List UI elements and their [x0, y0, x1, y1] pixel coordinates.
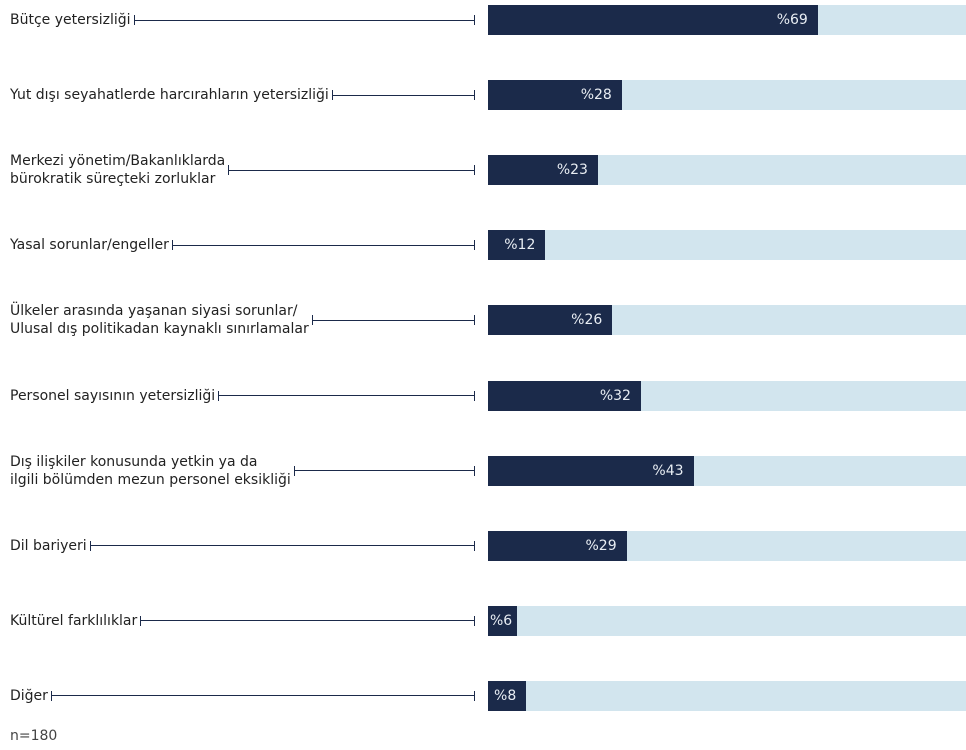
bar-track: %23	[488, 155, 966, 186]
value-label: %8	[494, 687, 517, 704]
connector	[331, 90, 475, 101]
value-label: %32	[599, 387, 631, 404]
bar-track: %26	[488, 305, 966, 336]
category-label: Merkezi yönetim/Bakanlıklarda bürokratik…	[10, 153, 226, 188]
bar-track: %69	[488, 5, 966, 35]
category-label: Bütçe yetersizliği	[10, 12, 131, 28]
bar	[488, 305, 613, 336]
category-label: Dil bariyeri	[10, 537, 87, 554]
category-label: Yut dışı seyahatlerde harcırahların yete…	[10, 87, 329, 104]
bar-track: %32	[488, 380, 966, 411]
category-label: Diğer	[10, 687, 48, 704]
connector	[171, 240, 475, 251]
category-label: Ülkeler arasında yaşanan siyasi sorunlar…	[10, 303, 309, 338]
value-label: %26	[571, 312, 603, 329]
category-label: Kültürel farklılıklar	[10, 612, 138, 629]
bar	[488, 605, 517, 636]
bar-track: %28	[488, 80, 966, 111]
bar	[488, 230, 546, 261]
connector	[218, 390, 475, 401]
bar	[488, 455, 694, 486]
bar-track: %12	[488, 230, 966, 261]
category-label: Dış ilişkiler konusunda yetkin ya da ilg…	[10, 453, 291, 488]
value-label: %29	[585, 537, 617, 554]
connector	[311, 315, 475, 326]
bar-track: %8	[488, 680, 966, 711]
value-label: %23	[556, 162, 588, 179]
value-label: %12	[504, 237, 536, 254]
value-label: %28	[580, 87, 612, 104]
category-label: Personel sayısının yetersizliği	[10, 387, 216, 404]
connector	[133, 15, 475, 25]
bar	[488, 80, 622, 111]
bar	[488, 5, 818, 35]
value-label: %43	[652, 462, 684, 479]
bar-track: %29	[488, 530, 966, 561]
bar	[488, 530, 627, 561]
sample-note: n=180	[10, 728, 58, 744]
category-row: Kültürel farklılıklar	[10, 601, 475, 641]
category-row: Yut dışı seyahatlerde harcırahların yete…	[10, 75, 475, 115]
category-row: Dış ilişkiler konusunda yetkin ya da ilg…	[10, 451, 475, 491]
value-label: %6	[490, 612, 513, 629]
connector	[50, 690, 475, 701]
connector	[293, 465, 475, 476]
category-row: Personel sayısının yetersizliği	[10, 376, 475, 416]
bar-track: %43	[488, 455, 966, 486]
category-row: Bütçe yetersizliği	[10, 0, 475, 40]
connector	[140, 615, 475, 626]
category-row: Diğer	[10, 676, 475, 716]
category-row: Dil bariyeri	[10, 526, 475, 566]
value-label: %69	[776, 12, 808, 28]
category-row: Ülkeler arasında yaşanan siyasi sorunlar…	[10, 300, 475, 340]
category-row: Yasal sorunlar/engeller	[10, 225, 475, 265]
connector	[89, 540, 475, 551]
bar	[488, 155, 598, 186]
connector	[228, 165, 475, 176]
bar	[488, 380, 641, 411]
category-label: Yasal sorunlar/engeller	[10, 237, 169, 254]
bar	[488, 680, 527, 711]
category-row: Merkezi yönetim/Bakanlıklarda bürokratik…	[10, 150, 475, 190]
bar-track: %6	[488, 605, 966, 636]
